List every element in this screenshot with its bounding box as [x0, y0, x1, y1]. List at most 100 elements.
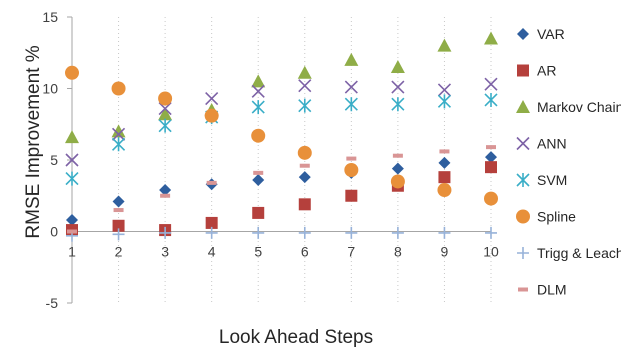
data-point	[344, 97, 358, 112]
data-point	[484, 92, 498, 107]
y-tick-label: 10	[42, 81, 58, 97]
data-point	[111, 124, 126, 138]
data-point	[111, 127, 126, 141]
x-tick-label: 4	[208, 244, 216, 260]
data-point	[390, 60, 405, 74]
data-point	[298, 79, 312, 93]
data-point	[485, 161, 497, 174]
legend-item: Markov Chain	[516, 99, 621, 115]
series-plus	[66, 226, 497, 242]
data-point	[65, 65, 79, 80]
data-point	[484, 191, 498, 206]
legend-marker	[516, 173, 530, 187]
data-point	[158, 107, 173, 121]
data-point	[391, 97, 405, 112]
data-point	[297, 65, 312, 79]
data-point	[251, 100, 265, 115]
data-point	[391, 226, 404, 239]
data-point	[252, 206, 265, 219]
data-point	[486, 145, 496, 150]
data-point	[437, 94, 452, 109]
data-point	[484, 77, 498, 91]
data-point	[159, 184, 172, 197]
legend-label: Spline	[537, 209, 576, 225]
data-point	[298, 226, 311, 239]
data-point	[112, 219, 125, 232]
legend-marker	[518, 287, 528, 292]
series-dash	[67, 145, 496, 234]
data-point	[390, 174, 405, 189]
data-point	[299, 163, 310, 168]
data-point	[65, 153, 79, 167]
series-circle	[65, 65, 498, 206]
data-point	[298, 171, 311, 184]
data-point	[345, 189, 358, 202]
y-tick-label: 0	[50, 224, 58, 240]
data-point	[251, 74, 266, 88]
data-point	[344, 163, 359, 178]
data-point	[437, 83, 452, 97]
legend-label: DLM	[537, 282, 567, 298]
data-series	[65, 31, 498, 242]
data-point	[344, 52, 359, 66]
legend-label: SVM	[537, 172, 567, 188]
data-point	[111, 137, 126, 152]
data-point	[112, 195, 125, 208]
legend-item: ANN	[516, 136, 567, 152]
data-point	[253, 170, 264, 175]
legend-label: ANN	[537, 136, 567, 152]
legend-item: Spline	[516, 209, 576, 225]
data-point	[297, 145, 312, 160]
series-diamond	[66, 151, 497, 227]
data-point	[439, 149, 450, 154]
legend-marker	[517, 64, 529, 77]
x-tick-label: 2	[115, 244, 123, 260]
data-point	[391, 80, 405, 94]
data-point	[485, 151, 497, 164]
legend-label: VAR	[537, 26, 565, 42]
data-point	[392, 153, 403, 158]
legend-label: Markov Chain	[537, 99, 621, 115]
legend-label: AR	[537, 63, 556, 79]
data-point	[205, 216, 218, 229]
data-point	[345, 226, 358, 239]
legend-marker	[517, 247, 529, 259]
data-point	[484, 31, 498, 45]
axes: -5 0 5 10 15 1 2 3 4 5 6 7 8 9 10	[42, 9, 499, 311]
legend-marker	[516, 209, 530, 224]
data-point	[438, 171, 451, 184]
data-point	[158, 118, 172, 133]
data-point	[158, 91, 173, 106]
data-point	[65, 171, 79, 186]
legend-label: Trigg & Leach	[537, 245, 621, 261]
data-point	[346, 156, 357, 161]
data-point	[251, 84, 265, 98]
data-point	[204, 108, 219, 123]
legend-item: VAR	[517, 26, 565, 42]
y-tick-label: 5	[50, 152, 58, 168]
x-axis-title: Look Ahead Steps	[219, 327, 373, 348]
legend: VAR AR Markov Chain ANN SVM Spline Trigg & Lea…	[516, 26, 621, 298]
data-point	[344, 80, 358, 94]
legend-item: Trigg & Leach	[517, 245, 621, 261]
data-point	[252, 226, 265, 239]
data-point	[159, 226, 172, 239]
y-axis-title: RMSE Improvement %	[23, 45, 44, 238]
data-point	[251, 128, 266, 143]
data-point	[437, 38, 452, 52]
series-star	[65, 92, 498, 186]
data-point	[113, 208, 124, 213]
data-point	[438, 226, 451, 239]
data-point	[66, 214, 78, 227]
y-tick-label: 15	[42, 9, 58, 25]
series-x	[65, 77, 498, 167]
x-tick-label: 5	[254, 244, 262, 260]
data-point	[298, 98, 312, 113]
grid	[118, 17, 492, 303]
data-point	[205, 226, 218, 239]
legend-item: DLM	[518, 282, 567, 298]
x-tick-label: 7	[347, 244, 355, 260]
data-point	[391, 162, 404, 175]
data-point	[252, 174, 265, 187]
legend-marker	[517, 28, 529, 40]
